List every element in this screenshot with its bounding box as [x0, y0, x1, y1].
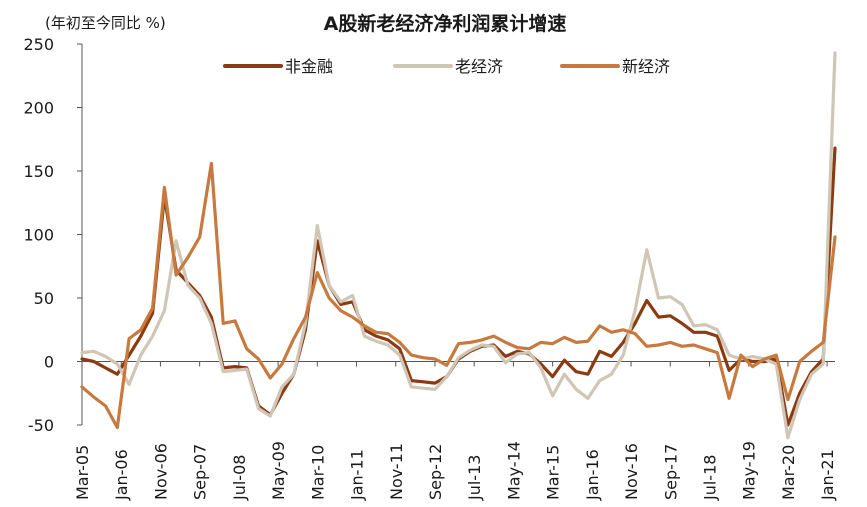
chart-title: A股新老经济净利润累计增速: [324, 12, 567, 35]
y-tick-label: 200: [23, 99, 54, 118]
x-tick-label: Jul-08: [230, 455, 249, 501]
legend-label-0: 非金融: [285, 57, 333, 76]
y-tick-label: 100: [23, 226, 54, 245]
x-tick-label: Nov-06: [151, 443, 170, 500]
y-tick-label: -50: [28, 416, 54, 435]
x-tick-label: Mar-05: [73, 445, 92, 500]
series-line-1: [80, 51, 837, 440]
unit-label: (年初至今同比 %): [45, 14, 166, 32]
y-tick-label: 250: [23, 35, 54, 54]
x-tick-label: Jan-06: [112, 449, 131, 501]
x-tick-label: May-09: [269, 441, 288, 500]
x-tick-label: Jan-21: [818, 449, 837, 501]
series-lines: [80, 51, 837, 440]
x-tick-label: May-14: [504, 441, 523, 500]
x-tick-label: Jul-18: [701, 455, 720, 501]
x-tick-label: Sep-17: [661, 444, 680, 500]
x-tick-label: Mar-10: [308, 445, 327, 500]
x-tick-label: Mar-15: [544, 445, 563, 500]
series-line-0: [80, 146, 837, 427]
x-tick-label: Sep-07: [191, 444, 210, 500]
x-tick-label: Jan-11: [348, 449, 367, 501]
legend: 非金融 老经济 新经济: [223, 57, 670, 76]
x-tick-label: Jan-16: [583, 449, 602, 501]
x-tick-label: Jul-13: [465, 455, 484, 501]
axes: -50 0 50 100 150 200 250 Mar-05 Jan-06 Nov-06 Sep-…: [23, 35, 837, 501]
y-tick-label: 0: [44, 353, 54, 372]
x-tick-label: Mar-20: [779, 445, 798, 500]
legend-label-2: 新经济: [622, 57, 670, 76]
series-line-2: [80, 161, 837, 430]
x-tick-label: Nov-11: [387, 443, 406, 500]
x-tick-label: Nov-16: [622, 443, 641, 500]
y-tick-label: 150: [23, 162, 54, 181]
x-tick-label: Sep-12: [426, 444, 445, 500]
x-tick-label: May-19: [740, 441, 759, 500]
y-tick-label: 50: [34, 289, 54, 308]
legend-label-1: 老经济: [455, 57, 503, 76]
